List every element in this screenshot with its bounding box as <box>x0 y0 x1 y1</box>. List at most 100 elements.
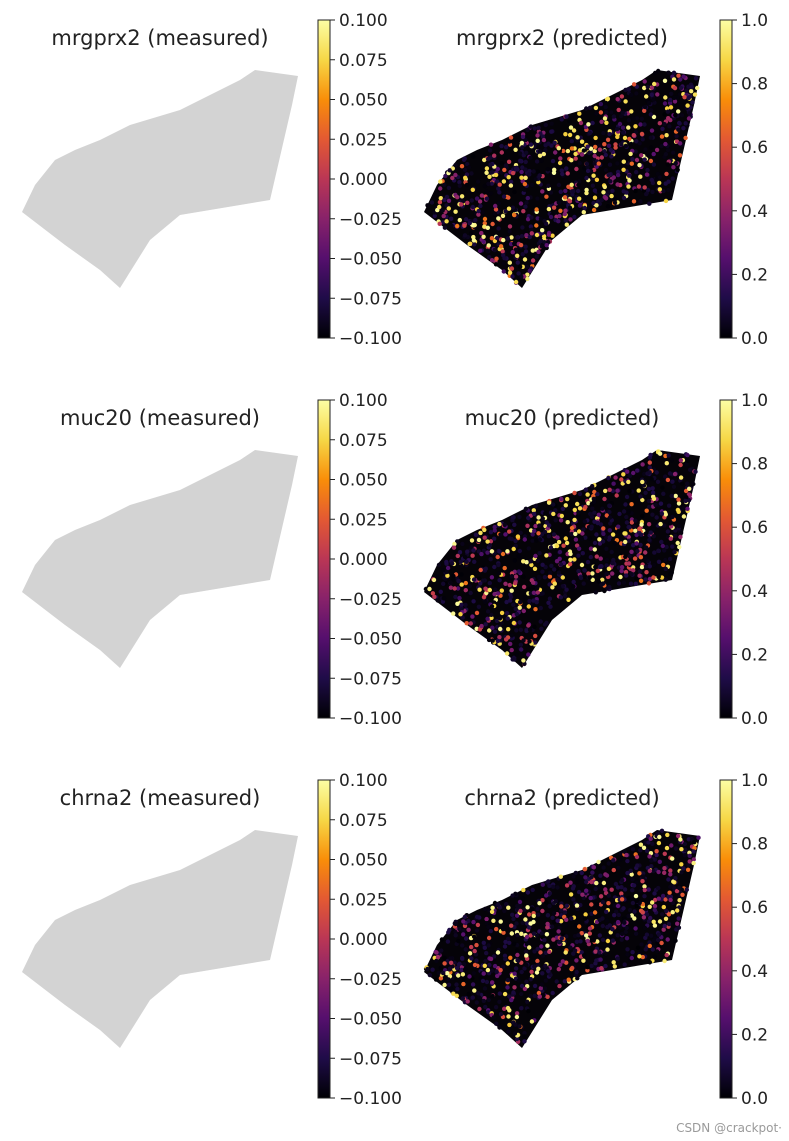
spot <box>483 1004 488 1010</box>
spot <box>633 518 638 523</box>
spot <box>481 998 486 1004</box>
spot <box>577 491 583 497</box>
spot <box>472 988 477 993</box>
spot <box>619 94 625 99</box>
panel-1: mrgprx2 (measured)0.1000.0750.0500.0250.… <box>22 11 402 349</box>
spot <box>477 995 482 1000</box>
spot <box>651 162 657 167</box>
spot <box>586 571 591 576</box>
spot <box>629 502 634 507</box>
spot <box>438 965 443 971</box>
spot <box>625 858 630 864</box>
spot <box>629 161 634 166</box>
spot <box>445 971 450 976</box>
spot <box>514 652 519 657</box>
spot <box>640 879 645 884</box>
spot <box>535 962 541 968</box>
spot <box>677 141 683 146</box>
spot <box>692 92 698 97</box>
spot <box>463 588 468 593</box>
spot <box>584 161 589 166</box>
spot <box>527 172 532 177</box>
spot <box>444 203 449 208</box>
spot <box>673 846 679 851</box>
spot <box>540 591 545 596</box>
spot <box>669 843 674 848</box>
spot <box>604 120 609 126</box>
spot <box>638 842 644 847</box>
spot <box>616 107 621 113</box>
spot <box>645 84 650 90</box>
spot <box>474 1000 479 1005</box>
spot <box>663 95 668 100</box>
spot <box>583 504 588 510</box>
spot <box>578 575 584 581</box>
spot <box>634 116 640 121</box>
spot <box>687 111 692 116</box>
spot <box>615 903 621 909</box>
spot <box>562 979 567 984</box>
spot <box>629 872 634 877</box>
spot <box>525 272 530 277</box>
spot <box>476 212 481 217</box>
spot <box>669 493 674 499</box>
spot <box>656 896 661 901</box>
spot <box>515 932 520 938</box>
spot <box>526 623 531 628</box>
spot <box>482 183 488 189</box>
spot <box>524 942 530 947</box>
spot <box>451 573 456 579</box>
spot <box>621 189 626 194</box>
spot <box>530 887 535 893</box>
spot <box>598 101 604 107</box>
spot <box>604 571 609 577</box>
spot <box>662 112 667 117</box>
spot <box>484 170 489 175</box>
spot <box>492 629 498 634</box>
spot <box>581 953 587 958</box>
spot <box>513 1022 518 1027</box>
spot <box>582 867 587 872</box>
spot <box>520 134 526 140</box>
spot <box>578 497 584 502</box>
spot <box>563 503 568 508</box>
spot <box>604 909 609 914</box>
spot <box>634 903 639 909</box>
spot <box>611 481 616 486</box>
spot <box>589 963 594 969</box>
spot <box>502 944 508 949</box>
spot <box>663 453 668 459</box>
spot <box>449 986 454 992</box>
spot <box>463 217 469 222</box>
spot <box>461 981 466 987</box>
spot <box>483 586 488 591</box>
spot <box>475 179 481 184</box>
spot <box>570 965 575 971</box>
spot <box>571 874 576 879</box>
spot <box>617 121 623 127</box>
spot <box>473 532 479 537</box>
spot <box>641 874 646 879</box>
spot <box>673 528 678 533</box>
spot <box>545 921 550 927</box>
spot <box>486 181 491 187</box>
spot <box>644 570 649 575</box>
spot <box>658 521 663 527</box>
spot <box>677 544 682 550</box>
spot <box>482 157 487 163</box>
spot <box>676 109 681 114</box>
spot <box>641 845 647 850</box>
spot <box>600 900 606 905</box>
spot <box>626 509 632 514</box>
spot <box>534 538 539 543</box>
spot <box>667 556 673 562</box>
spot <box>665 147 671 153</box>
spot <box>499 620 504 626</box>
spot <box>468 241 473 246</box>
spot <box>503 163 509 168</box>
spot <box>574 969 579 975</box>
spot <box>659 539 664 545</box>
colorbar-tick-label: 0.8 <box>741 835 768 855</box>
spot <box>640 137 645 142</box>
spot <box>687 467 693 472</box>
